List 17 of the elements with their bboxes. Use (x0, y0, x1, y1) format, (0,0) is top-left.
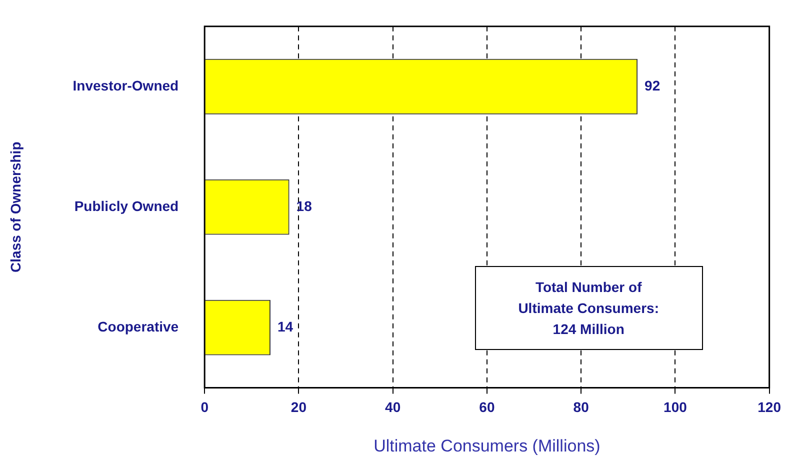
y-tick-label: Investor-Owned (72, 77, 179, 94)
y-tick-label: Cooperative (98, 318, 179, 334)
x-tick-label: 120 (758, 399, 782, 416)
x-tick-label: 0 (200, 399, 209, 416)
data-label: 92 (644, 77, 660, 94)
x-tick-label: 100 (664, 399, 688, 416)
x-tick-label: 60 (479, 399, 495, 416)
note-box: Total Number of Ultimate Consumers: 124 Million (474, 266, 703, 350)
x-tick-label: 80 (573, 399, 590, 416)
data-label: 14 (277, 318, 294, 334)
y-axis-title: Class of Ownership (7, 142, 24, 272)
y-tick-label: Publicly Owned (74, 198, 179, 214)
annotation: Total Number of Ultimate Consumers: 124 Million (518, 278, 659, 339)
x-tick-label: 40 (385, 399, 401, 416)
x-tick-label: 20 (290, 399, 307, 416)
x-axis-title: Ultimate Consumers (Millions) (374, 436, 600, 456)
data-label: 18 (296, 198, 312, 214)
